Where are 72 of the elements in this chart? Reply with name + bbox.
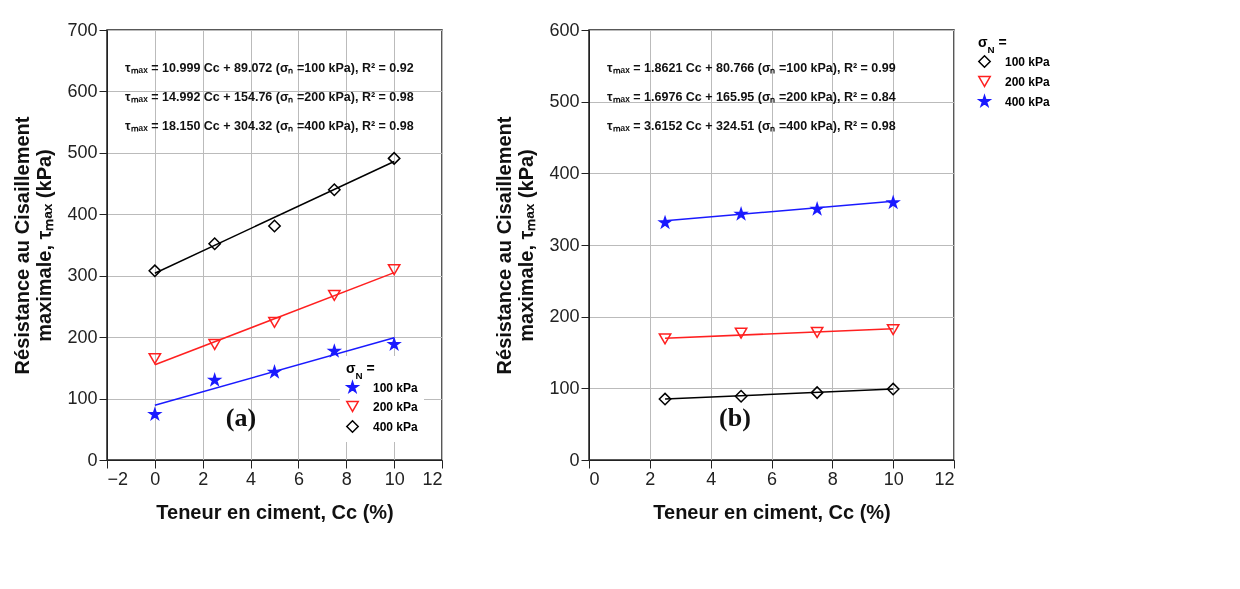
- x-tick-label: 8: [827, 468, 838, 489]
- legend-label: 200 kPa: [1005, 74, 1051, 89]
- annotation: τₘₐₓ = 3.6152 Cc + 324.51 (σₙ =400 kPa), R² = 0.98: [607, 119, 896, 133]
- y-tick-label: 0: [87, 449, 98, 470]
- y-tick-label: 500: [67, 142, 98, 163]
- x-tick-label: 4: [246, 468, 257, 489]
- x-tick-label: 10: [883, 468, 904, 489]
- point: [886, 323, 900, 336]
- x-axis-title: Teneur en ciment, Cc (%): [653, 500, 891, 523]
- annotation: (a): [225, 403, 257, 432]
- point: [658, 392, 672, 406]
- y-axis-title: Résistance au Cisaillement maximale, τₘₐₓ (kPa): [11, 116, 56, 375]
- y-axis-title: Résistance au Cisaillement maximale, τₘₐₓ (kPa): [493, 116, 538, 375]
- point: [327, 289, 341, 302]
- point: [734, 389, 748, 403]
- x-tick-label: 0: [150, 468, 161, 489]
- annotation: τₘₐₓ = 14.992 Cc + 154.76 (σₙ =200 kPa), R² = 0.98: [125, 90, 414, 104]
- x-tick-label: 0: [589, 468, 600, 489]
- point: [148, 408, 162, 420]
- point: [268, 219, 281, 233]
- legend-label: 200 kPa: [373, 399, 419, 414]
- x-tick-label: 12: [934, 468, 955, 489]
- point: [148, 352, 162, 365]
- y-tick-label: 0: [569, 449, 580, 470]
- y-tick-label: 100: [67, 388, 98, 409]
- annotation: τₘₐₓ = 1.8621 Cc + 80.766 (σₙ =100 kPa), R² = 0.99: [607, 61, 896, 75]
- legend-label: 400 kPa: [1005, 94, 1051, 109]
- legend-label: 100 kPa: [1005, 54, 1051, 69]
- y-tick-label: 100: [549, 377, 580, 398]
- x-axis-title: Teneur en ciment, Cc (%): [156, 500, 394, 523]
- point: [208, 338, 222, 351]
- point: [810, 326, 824, 339]
- point: [810, 386, 824, 400]
- x-tick-label: 8: [341, 468, 352, 489]
- point: [327, 183, 341, 197]
- point: [886, 382, 900, 396]
- y-tick-label: 300: [549, 234, 580, 255]
- x-tick-label: 2: [198, 468, 209, 489]
- point: [268, 316, 281, 329]
- point: [208, 237, 222, 251]
- y-tick-label: 200: [549, 306, 580, 327]
- point: [387, 263, 401, 276]
- point: [658, 216, 672, 229]
- x-tick-label: 6: [766, 468, 778, 489]
- legend-title: σ$_{N}$ =: [978, 34, 1007, 55]
- y-tick-label: 300: [67, 265, 98, 286]
- y-tick-label: 600: [67, 80, 98, 101]
- annotation: (b): [719, 403, 751, 432]
- y-tick-label: 500: [549, 91, 580, 112]
- x-tick-label: 10: [384, 468, 405, 489]
- point: [734, 327, 748, 339]
- point: [658, 333, 672, 345]
- x-tick-label: 12: [422, 468, 443, 489]
- point: [387, 151, 401, 165]
- legend-title: σ$_{N}$ =: [346, 360, 375, 381]
- x-tick-label: 4: [706, 468, 717, 489]
- annotation: τₘₐₓ = 18.150 Cc + 304.32 (σₙ =400 kPa), R² = 0.98: [125, 119, 414, 133]
- annotation: τₘₐₓ = 1.6976 Cc + 165.95 (σₙ =200 kPa), R² = 0.84: [607, 90, 896, 104]
- annotation: τₘₐₓ = 10.999 Cc + 89.072 (σₙ =100 kPa), R² = 0.92: [125, 61, 414, 75]
- x-tick-label: 2: [645, 468, 656, 489]
- y-tick-label: 600: [549, 19, 580, 40]
- x-tick-label: 6: [293, 468, 304, 489]
- point: [886, 196, 900, 209]
- point: [387, 338, 401, 350]
- y-tick-label: 200: [67, 326, 98, 347]
- legend-label: 100 kPa: [373, 380, 419, 395]
- y-tick-label: 700: [67, 19, 98, 40]
- x-tick-label: −2: [107, 468, 129, 489]
- y-tick-label: 400: [67, 203, 98, 224]
- point: [148, 264, 162, 278]
- legend-label: 400 kPa: [373, 419, 419, 434]
- y-tick-label: 400: [549, 162, 580, 183]
